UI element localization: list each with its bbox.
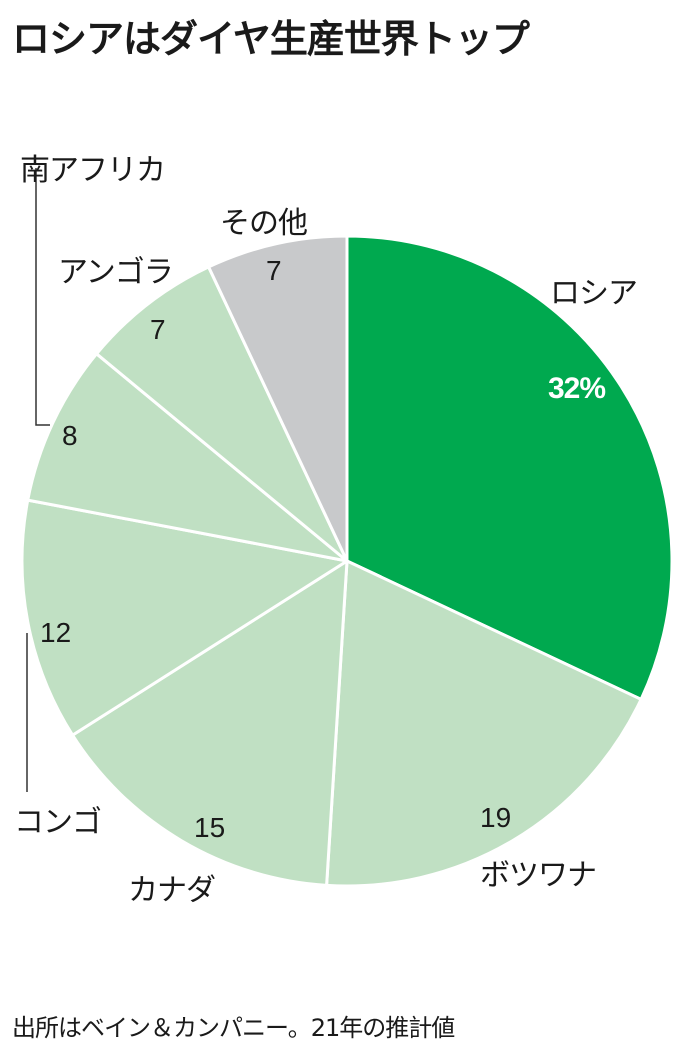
value-canada: 15 [194,812,226,843]
label-canada: カナダ [128,873,216,908]
pie-slice [71,559,349,887]
pie-slice [325,559,643,888]
label-south-africa: 南アフリカ [20,153,166,188]
value-russia: 32% [548,372,606,405]
pie-slice [95,265,349,563]
pie-slice [20,498,349,737]
pie-slice [26,352,349,563]
pie-slice [345,234,674,701]
value-angola: 7 [150,314,166,345]
pie-slice [207,234,349,563]
label-russia: ロシア [550,276,638,311]
value-south-africa: 8 [62,420,78,451]
value-other: 7 [266,255,282,286]
label-botswana: ボツワナ [480,858,597,893]
leader-line-south-africa [35,168,50,426]
chart-title: ロシアはダイヤ生産世界トップ [12,17,530,61]
label-angola: アンゴラ [58,255,174,290]
label-congo: コンゴ [14,805,102,840]
source-note: 出所はベイン＆カンパニー。21年の推計値 [12,1014,455,1042]
value-botswana: 19 [480,802,512,833]
value-congo: 12 [40,617,72,648]
label-other: その他 [220,206,308,241]
